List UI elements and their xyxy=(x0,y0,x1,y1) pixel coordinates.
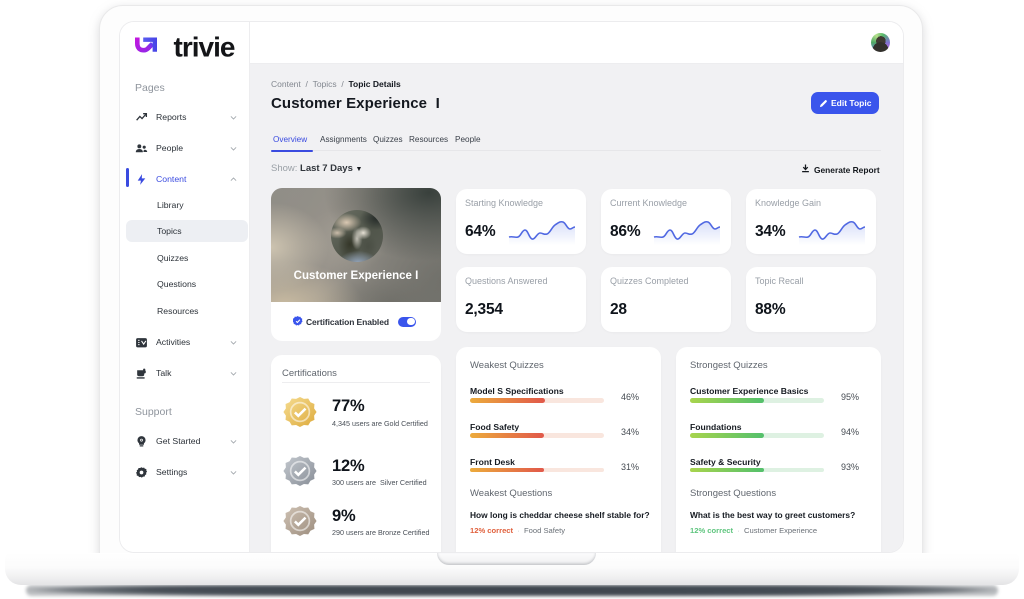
svg-text:trivie: trivie xyxy=(174,32,235,63)
